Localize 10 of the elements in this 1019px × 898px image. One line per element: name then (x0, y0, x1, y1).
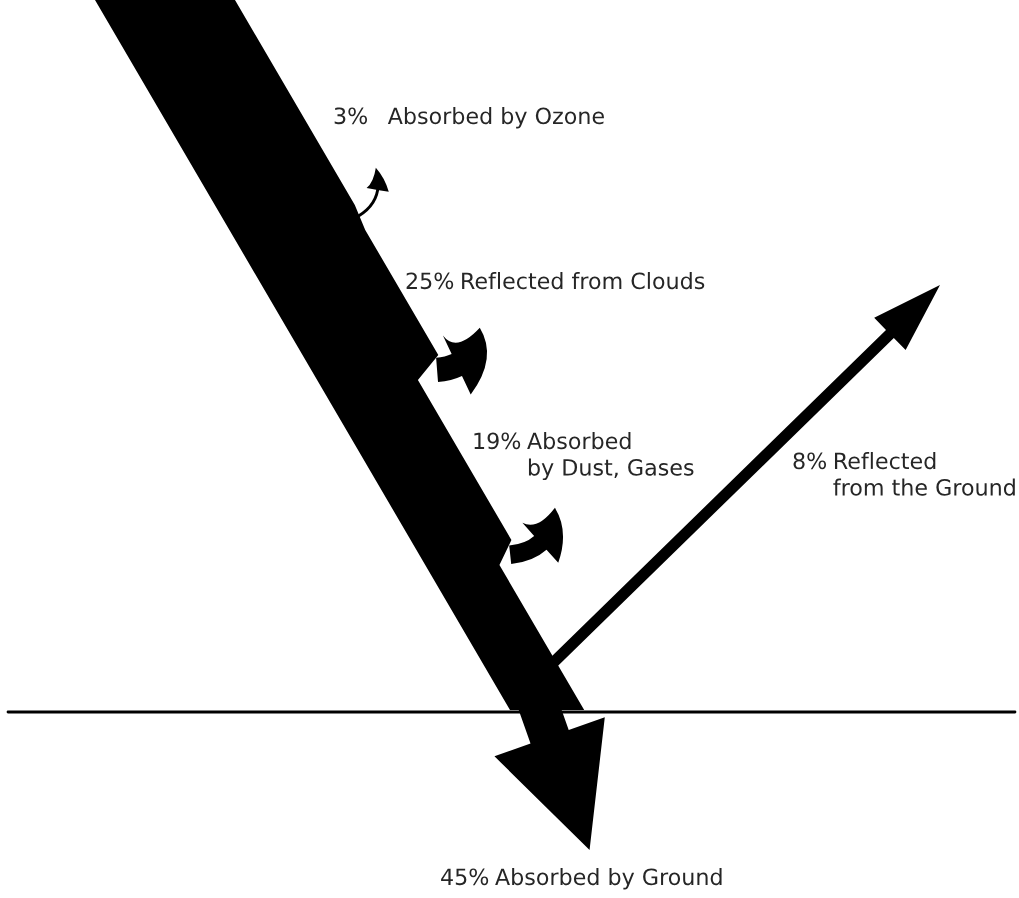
category-label: Absorbed by Dust, Gases (527, 432, 694, 481)
category-label: Absorbed by Ozone (387, 107, 604, 129)
data-label: 3% (334, 107, 368, 125)
category-label: Absorbed by Ground (495, 868, 722, 890)
category-label: Reflected from Clouds (462, 272, 705, 290)
data-label: 45% (441, 868, 489, 886)
data-label: 8% (793, 452, 827, 470)
data-label: 25% (406, 272, 454, 290)
category-label: Reflected from the Ground (833, 452, 1015, 496)
data-label: 19% (474, 432, 521, 450)
